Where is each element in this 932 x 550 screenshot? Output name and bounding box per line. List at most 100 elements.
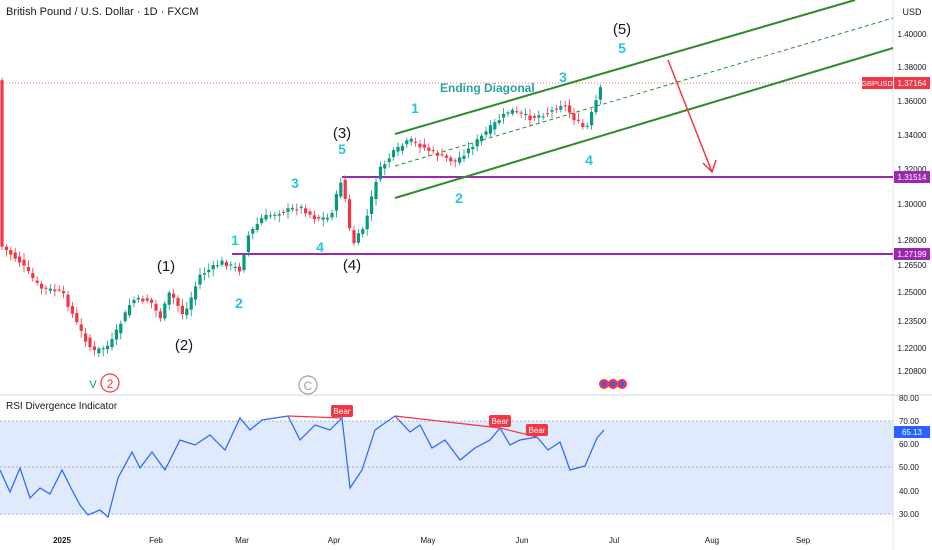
candle-body bbox=[444, 155, 448, 158]
candle-body bbox=[506, 112, 510, 114]
candle-body bbox=[4, 246, 8, 251]
candle-body bbox=[264, 214, 268, 220]
rsi-tick-label: 70.00 bbox=[899, 417, 920, 426]
candle-body bbox=[22, 259, 26, 266]
time-tick-label: Jul bbox=[609, 536, 619, 545]
candle-body bbox=[356, 233, 360, 243]
candle-body bbox=[251, 229, 255, 234]
candle-body bbox=[541, 116, 545, 118]
candle-body bbox=[0, 80, 4, 247]
candle-body bbox=[246, 235, 250, 253]
candle-body bbox=[167, 292, 171, 305]
last-price-tag: GBPUSD 1.37164 bbox=[861, 77, 930, 89]
candle-body bbox=[484, 131, 488, 135]
candle-body bbox=[290, 207, 294, 210]
candle-body bbox=[585, 125, 589, 127]
candle-body bbox=[97, 348, 101, 354]
candle-body bbox=[431, 150, 435, 152]
candle-body bbox=[532, 116, 536, 118]
candle-body bbox=[286, 208, 290, 212]
candle-body bbox=[559, 106, 563, 110]
chart-title: British Pound / U.S. Dollar · 1D · FXCM bbox=[6, 6, 199, 18]
candle-body bbox=[189, 297, 193, 310]
candle-body bbox=[348, 199, 352, 229]
candle-body bbox=[334, 193, 338, 211]
candle-body bbox=[132, 299, 136, 304]
candle-body bbox=[273, 214, 277, 216]
rsi-tick-label: 60.00 bbox=[899, 440, 920, 449]
candle-body bbox=[172, 293, 176, 298]
candles-group bbox=[0, 77, 602, 358]
channel-upper-line[interactable] bbox=[394, 0, 856, 135]
wave-label: 1 bbox=[411, 100, 419, 116]
time-tick-label: Mar bbox=[235, 536, 249, 545]
candle-body bbox=[238, 266, 242, 272]
wave-label: 2 bbox=[455, 190, 463, 206]
candle-body bbox=[101, 348, 105, 350]
price-tick-label: 1.30000 bbox=[898, 200, 927, 209]
candle-body bbox=[114, 329, 118, 340]
candle-body bbox=[44, 287, 48, 289]
time-tick-label: May bbox=[420, 536, 435, 545]
candle-body bbox=[510, 109, 514, 114]
candle-body bbox=[158, 311, 162, 319]
bear-label: Bear bbox=[489, 415, 511, 427]
candle-body bbox=[216, 265, 220, 267]
candle-body bbox=[75, 312, 79, 323]
candle-body bbox=[224, 262, 228, 267]
candle-body bbox=[493, 122, 497, 130]
candle-body bbox=[84, 333, 88, 342]
wave-label: 5 bbox=[618, 40, 626, 56]
candle-body bbox=[361, 229, 365, 235]
candle-body bbox=[66, 294, 70, 307]
ending-diagonal-label: Ending Diagonal bbox=[440, 81, 535, 95]
candle-body bbox=[568, 105, 572, 113]
wave-label: 5 bbox=[338, 141, 346, 157]
candle-body bbox=[326, 217, 330, 220]
rsi-tick-label: 40.00 bbox=[899, 487, 920, 496]
candle-body bbox=[268, 215, 272, 217]
candle-body bbox=[106, 345, 110, 350]
candle-body bbox=[581, 122, 585, 127]
wave-label: 2 bbox=[107, 377, 114, 391]
channel-lower-line[interactable] bbox=[394, 47, 894, 199]
candle-body bbox=[502, 113, 506, 118]
time-axis: 2025 Feb Mar Apr May Jun Jul Aug Sep bbox=[53, 536, 811, 545]
svg-text:1.37164: 1.37164 bbox=[898, 79, 927, 88]
time-tick-label: Feb bbox=[149, 536, 163, 545]
currency-label: USD bbox=[902, 7, 922, 17]
candle-body bbox=[308, 211, 312, 215]
projection-arrow-line[interactable] bbox=[667, 59, 713, 173]
svg-text:Bear: Bear bbox=[492, 417, 509, 426]
candle-body bbox=[176, 297, 180, 306]
candle-body bbox=[317, 217, 321, 219]
candle-body bbox=[185, 308, 189, 316]
candle-body bbox=[414, 141, 418, 143]
time-tick-label: Apr bbox=[328, 536, 341, 545]
candle-body bbox=[365, 215, 369, 230]
candle-body bbox=[392, 150, 396, 157]
level-tag: 1.31514 bbox=[894, 171, 930, 183]
candle-body bbox=[427, 147, 431, 151]
rsi-tick-label: 80.00 bbox=[899, 394, 920, 403]
candle-body bbox=[136, 297, 140, 300]
price-tick-label: 1.40000 bbox=[898, 30, 927, 39]
wave-label: V bbox=[89, 379, 97, 391]
candle-body bbox=[282, 211, 286, 213]
candle-body bbox=[57, 289, 61, 291]
bear-label: Bear bbox=[526, 424, 548, 436]
bear-label: Bear bbox=[331, 405, 353, 417]
candle-body bbox=[123, 312, 127, 322]
wave-label: 4 bbox=[316, 239, 324, 255]
svg-text:1.31514: 1.31514 bbox=[898, 173, 927, 182]
candle-body bbox=[546, 113, 550, 115]
candle-body bbox=[396, 146, 400, 152]
candle-body bbox=[418, 143, 422, 148]
svg-text:Bear: Bear bbox=[334, 407, 351, 416]
rsi-axis: 80.00 70.00 60.00 50.00 40.00 30.00 bbox=[899, 394, 920, 519]
time-tick-label: Sep bbox=[796, 536, 811, 545]
flag-icon[interactable] bbox=[599, 379, 627, 389]
candle-body bbox=[471, 146, 475, 150]
candle-body bbox=[110, 339, 114, 348]
